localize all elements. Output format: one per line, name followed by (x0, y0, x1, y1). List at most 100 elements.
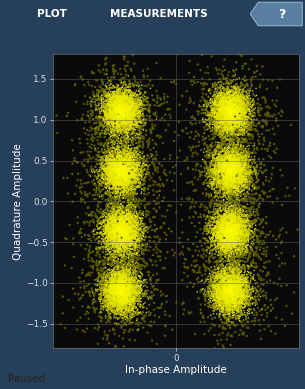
Point (107, 100, 112, 106)
Point (227, 247, 231, 253)
Point (116, 263, 120, 269)
Point (222, 112, 227, 119)
Point (125, 296, 130, 302)
Point (245, 291, 250, 297)
Point (117, 165, 122, 172)
Point (107, 156, 112, 162)
Point (235, 224, 240, 230)
Point (104, 268, 109, 274)
Point (99, 303, 104, 309)
Point (236, 225, 241, 231)
Point (218, 207, 223, 213)
Point (114, 177, 119, 184)
Point (128, 303, 133, 309)
Point (228, 273, 233, 279)
Point (204, 121, 209, 128)
Point (227, 219, 232, 226)
Point (220, 104, 225, 110)
Point (226, 277, 231, 283)
Point (217, 306, 222, 312)
Point (122, 291, 127, 298)
Point (116, 212, 121, 219)
Point (121, 167, 126, 173)
Point (104, 221, 109, 228)
Point (114, 114, 119, 121)
Point (124, 95, 129, 101)
Point (117, 184, 122, 190)
Point (233, 178, 238, 184)
Point (117, 236, 122, 242)
Point (219, 116, 224, 123)
Point (234, 263, 239, 270)
Point (225, 223, 230, 229)
Point (111, 218, 116, 224)
Point (206, 133, 211, 139)
Point (234, 97, 239, 103)
Point (128, 161, 133, 168)
Point (109, 117, 114, 123)
Point (225, 110, 230, 117)
Point (108, 172, 113, 178)
Point (125, 92, 130, 98)
Point (111, 97, 116, 103)
Point (230, 210, 235, 216)
Point (124, 228, 129, 234)
Point (126, 187, 131, 193)
Point (109, 105, 114, 112)
Point (119, 158, 124, 164)
Point (228, 301, 233, 307)
Point (127, 170, 131, 176)
Point (122, 174, 127, 180)
Point (149, 219, 154, 225)
Point (105, 103, 110, 109)
Point (231, 100, 235, 106)
Point (123, 302, 127, 308)
Point (115, 279, 120, 286)
Point (88, 218, 93, 224)
Point (104, 227, 109, 233)
Point (117, 292, 122, 298)
Point (135, 177, 140, 184)
Point (128, 309, 133, 315)
Point (114, 143, 119, 149)
Point (229, 282, 234, 288)
Point (123, 92, 127, 98)
Point (245, 257, 250, 263)
Point (118, 173, 123, 180)
Point (92, 131, 97, 137)
Point (243, 117, 248, 123)
Point (228, 245, 232, 252)
Point (121, 106, 126, 112)
Point (132, 217, 137, 223)
Point (229, 228, 234, 234)
Point (221, 275, 226, 282)
Point (244, 239, 249, 245)
Point (219, 275, 224, 281)
Point (106, 235, 111, 241)
Point (228, 180, 232, 187)
Point (133, 305, 138, 311)
Point (229, 287, 234, 293)
Point (229, 102, 234, 109)
Point (117, 169, 121, 175)
Point (125, 286, 130, 292)
Point (100, 220, 105, 226)
Point (105, 281, 110, 287)
Point (225, 294, 230, 300)
Point (235, 234, 240, 240)
Point (117, 86, 122, 92)
Point (233, 269, 238, 275)
Point (219, 102, 224, 108)
Point (216, 295, 221, 301)
Point (228, 115, 232, 121)
Point (221, 171, 225, 177)
Point (115, 116, 120, 122)
Point (117, 180, 122, 187)
Point (106, 296, 110, 303)
Point (227, 298, 232, 305)
Point (240, 285, 245, 291)
Point (222, 227, 227, 233)
Point (225, 240, 230, 246)
Point (242, 235, 246, 241)
Point (215, 201, 220, 207)
